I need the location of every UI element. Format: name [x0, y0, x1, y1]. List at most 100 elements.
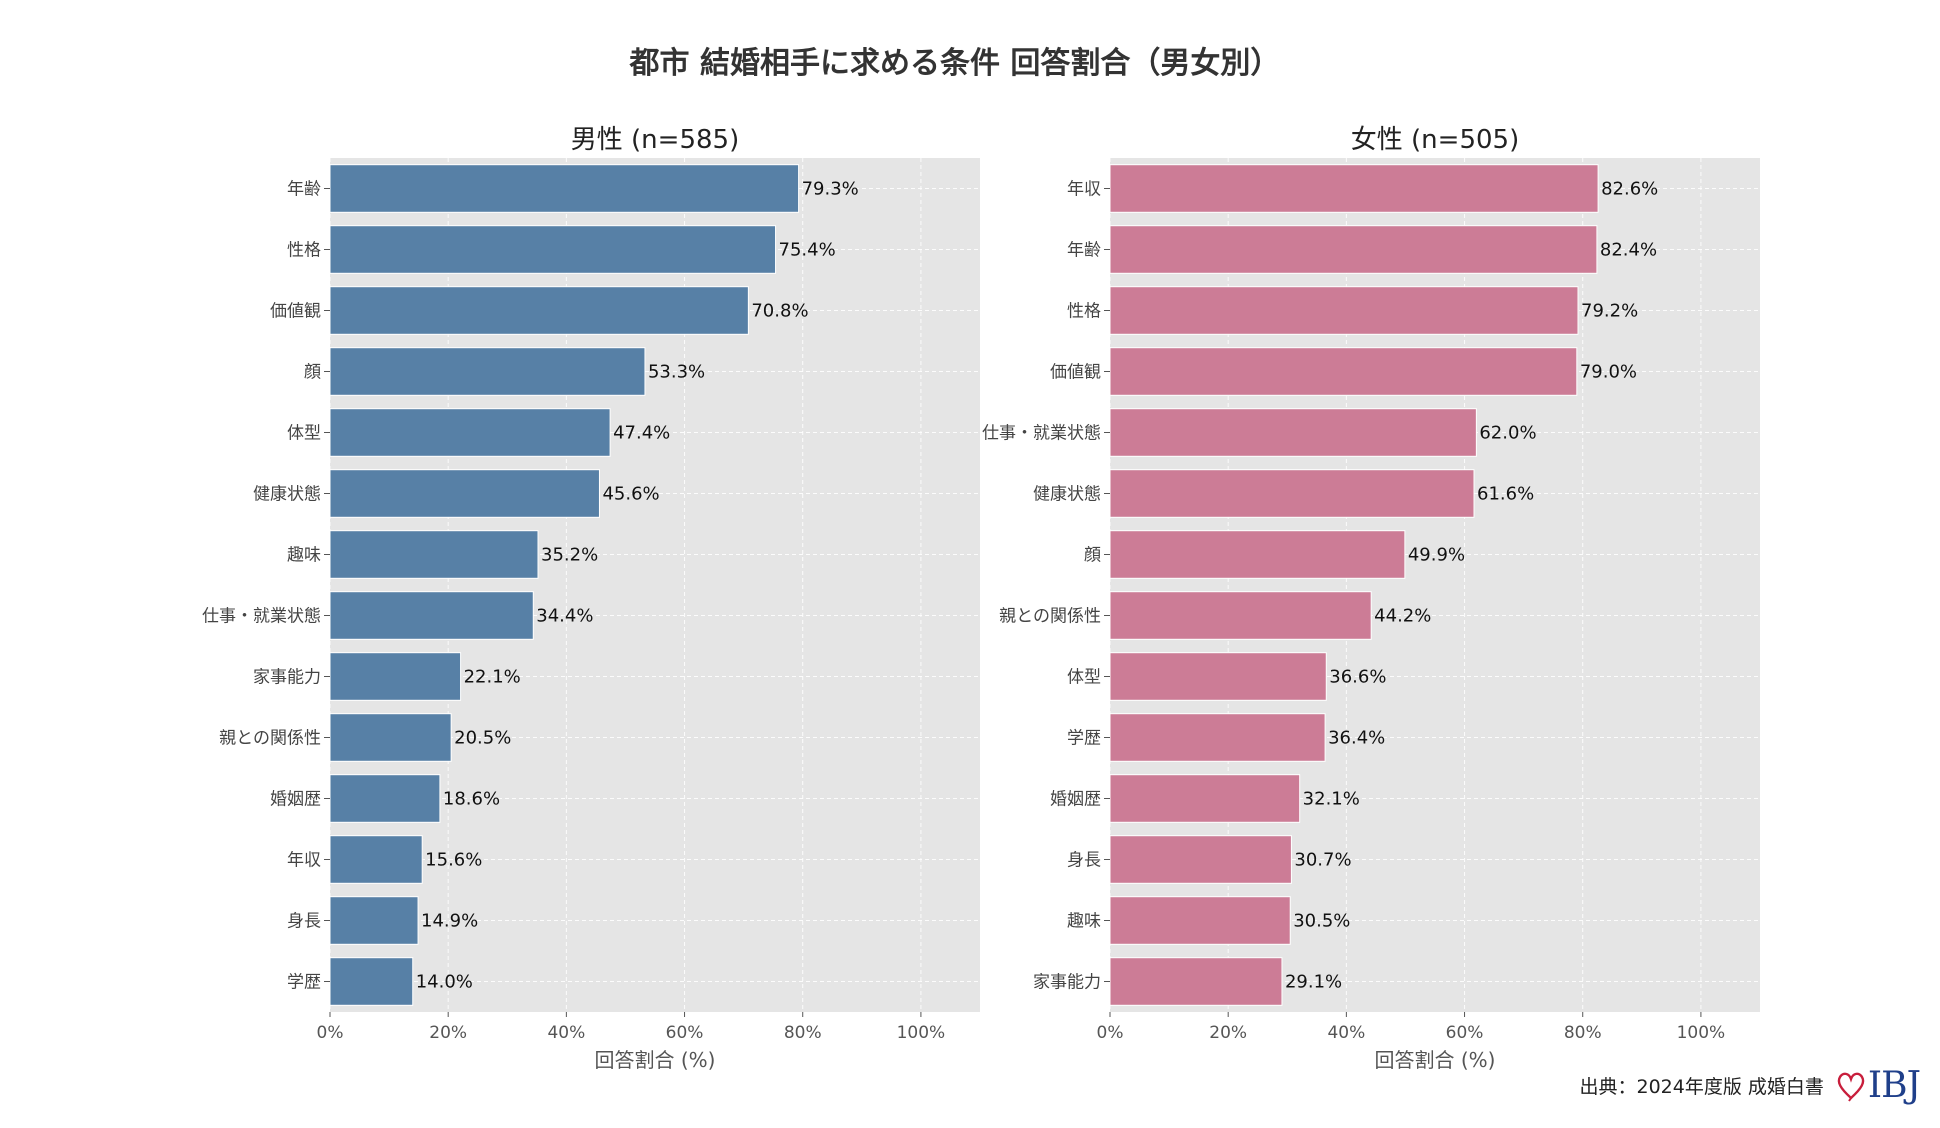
bar-value-label: 29.1%: [1285, 972, 1342, 993]
panel-title: 男性 (n=585): [571, 125, 739, 155]
bar-value-label: 30.5%: [1293, 911, 1350, 932]
x-tick-label: 40%: [1327, 1023, 1365, 1043]
bar-value-label: 30.7%: [1294, 850, 1351, 871]
category-label: 学歴: [1067, 729, 1101, 749]
bar: [329, 835, 423, 884]
bar-value-label: 14.9%: [421, 911, 478, 932]
bar-value-label: 53.3%: [648, 362, 705, 383]
ibj-logo-text: IBJ: [1867, 1065, 1921, 1106]
category-label: 家事能力: [253, 668, 321, 688]
category-label: 婚姻歴: [270, 790, 321, 810]
category-label: 価値観: [270, 302, 321, 322]
bar: [1109, 225, 1598, 274]
category-label: 身長: [1067, 851, 1101, 871]
bar: [329, 286, 749, 335]
chart-main-title: 都市 結婚相手に求める条件 回答割合（男女別）: [629, 46, 1281, 81]
bar-value-label: 32.1%: [1303, 789, 1360, 810]
ibj-logo: IBJ: [1836, 1065, 1921, 1106]
category-label: 仕事・就業状態: [202, 607, 321, 627]
category-label: 健康状態: [253, 485, 321, 505]
category-label: 体型: [1067, 668, 1101, 688]
panel-title: 女性 (n=505): [1351, 125, 1519, 155]
bar-value-label: 15.6%: [425, 850, 482, 871]
plot-area: [330, 158, 980, 1012]
bar: [329, 774, 441, 823]
bar: [329, 530, 539, 579]
bar: [1109, 469, 1475, 518]
bar: [1109, 347, 1578, 396]
x-tick-label: 20%: [429, 1023, 467, 1043]
bar: [329, 225, 777, 274]
x-tick-label: 100%: [1677, 1023, 1726, 1043]
x-tick-label: 80%: [1564, 1023, 1602, 1043]
bar: [1109, 957, 1283, 1006]
category-label: 顔: [304, 363, 321, 383]
bar: [1109, 286, 1579, 335]
bar: [329, 408, 611, 457]
bar-value-label: 36.4%: [1328, 728, 1385, 749]
bar: [329, 652, 462, 701]
category-label: 身長: [287, 912, 321, 932]
x-axis-label: 回答割合 (%): [1375, 1048, 1496, 1072]
bar: [329, 469, 600, 518]
bar: [329, 896, 419, 945]
category-label: 趣味: [1067, 912, 1101, 932]
plot-area: [1110, 158, 1760, 1012]
bar: [1109, 408, 1477, 457]
source-text: 出典：2024年度版 成婚白書: [1579, 1076, 1824, 1098]
category-label: 家事能力: [1033, 973, 1101, 993]
bar-value-label: 44.2%: [1374, 606, 1431, 627]
bar: [1109, 835, 1292, 884]
category-label: 価値観: [1050, 363, 1101, 383]
category-label: 年収: [287, 851, 321, 871]
bar: [1109, 896, 1291, 945]
category-label: 年齢: [287, 180, 321, 200]
x-tick-label: 0%: [317, 1023, 344, 1043]
bar-value-label: 70.8%: [751, 301, 808, 322]
bar: [329, 164, 800, 213]
bar-value-label: 62.0%: [1479, 423, 1536, 444]
bar-value-label: 49.9%: [1408, 545, 1465, 566]
x-tick-label: 20%: [1209, 1023, 1247, 1043]
bar: [1109, 530, 1406, 579]
category-label: 年齢: [1067, 241, 1101, 261]
source-footer: 出典：2024年度版 成婚白書 IBJ: [1579, 1065, 1921, 1106]
bar: [329, 957, 414, 1006]
category-label: 体型: [287, 424, 321, 444]
heart-logo-icon: [1837, 1072, 1865, 1102]
bar: [1109, 164, 1599, 213]
bar-value-label: 22.1%: [464, 667, 521, 688]
bar-value-label: 14.0%: [416, 972, 473, 993]
bar-value-label: 36.6%: [1329, 667, 1386, 688]
bar-value-label: 82.4%: [1600, 240, 1657, 261]
category-label: 年収: [1067, 180, 1101, 200]
x-tick-label: 40%: [547, 1023, 585, 1043]
bar-value-label: 79.3%: [802, 179, 859, 200]
bar-value-label: 79.0%: [1580, 362, 1637, 383]
bar: [1109, 591, 1372, 640]
bar-value-label: 75.4%: [779, 240, 836, 261]
x-tick-label: 80%: [784, 1023, 822, 1043]
category-label: 親との関係性: [219, 729, 321, 749]
x-tick-label: 60%: [666, 1023, 704, 1043]
bar-value-label: 47.4%: [613, 423, 670, 444]
bar: [1109, 652, 1327, 701]
bar-value-label: 35.2%: [541, 545, 598, 566]
x-tick-label: 100%: [897, 1023, 946, 1043]
bar-value-label: 79.2%: [1581, 301, 1638, 322]
bar-value-label: 61.6%: [1477, 484, 1534, 505]
bar: [329, 713, 452, 762]
category-label: 健康状態: [1033, 485, 1101, 505]
bar: [1109, 774, 1301, 823]
bar: [1109, 713, 1326, 762]
x-tick-label: 60%: [1446, 1023, 1484, 1043]
bar: [329, 591, 534, 640]
category-label: 趣味: [287, 546, 321, 566]
category-label: 親との関係性: [999, 607, 1101, 627]
category-label: 学歴: [287, 973, 321, 993]
category-label: 婚姻歴: [1050, 790, 1101, 810]
bar: [329, 347, 646, 396]
category-label: 仕事・就業状態: [982, 424, 1101, 444]
x-tick-label: 0%: [1097, 1023, 1124, 1043]
x-axis-label: 回答割合 (%): [595, 1048, 716, 1072]
